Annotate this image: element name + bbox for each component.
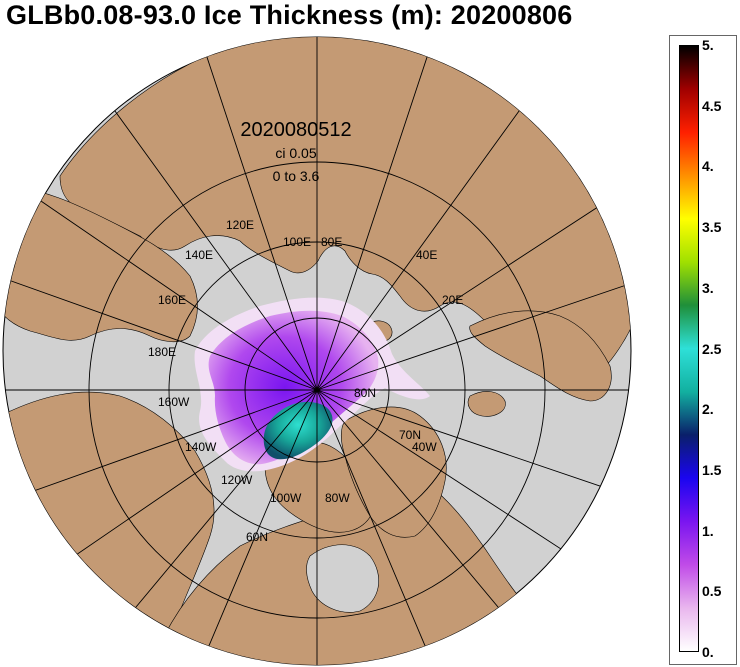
lon-label-160e: 160E — [158, 293, 186, 307]
lat-label-60n: 60N — [246, 530, 268, 544]
lon-label-120e: 120E — [226, 218, 254, 232]
colorbar-tick-label: 2.5 — [702, 340, 722, 357]
lon-label-120w: 120W — [221, 473, 253, 487]
polar-map: 2020080512 ci 0.05 0 to 3.6 120E 140E 10… — [0, 36, 650, 667]
colorbar-tick-label: 0. — [702, 644, 714, 660]
land-scandinavia — [469, 310, 612, 402]
lat-label-80n: 80N — [354, 386, 376, 400]
page-title: GLBb0.08-93.0 Ice Thickness (m): 2020080… — [6, 0, 573, 30]
lon-label-20e: 20E — [442, 293, 463, 307]
value-range: 0 to 3.6 — [273, 168, 320, 184]
colorbar-frame — [669, 35, 737, 665]
lon-label-80e: 80E — [321, 235, 342, 249]
colorbar — [679, 45, 699, 652]
lon-label-140e: 140E — [185, 248, 213, 262]
colorbar-tick-label: 3.5 — [702, 219, 722, 236]
colorbar-tick-label: 4. — [702, 158, 714, 175]
thick-ice-core — [263, 401, 333, 460]
lon-label-40e: 40E — [416, 248, 437, 262]
lon-label-180e: 180E — [148, 345, 176, 359]
colorbar-tick-label: 2. — [702, 401, 714, 418]
longitude-grid — [3, 37, 631, 665]
land-iceland — [467, 391, 506, 417]
hudson-bay — [306, 544, 379, 613]
sea-ice-pack — [208, 310, 379, 465]
colorbar-tick-label: 5. — [702, 37, 714, 53]
lon-label-100e: 100E — [283, 235, 311, 249]
colorbar-tick-label: 1. — [702, 522, 714, 539]
lon-label-80w: 80W — [325, 491, 350, 505]
lat-label-70n: 70N — [399, 428, 421, 442]
lon-label-40w: 40W — [412, 440, 437, 454]
map-datetime: 2020080512 — [240, 119, 351, 141]
lon-label-100w: 100W — [270, 491, 302, 505]
lon-label-140w: 140W — [185, 440, 217, 454]
lon-label-160w: 160W — [158, 395, 190, 409]
land-chukotka — [3, 185, 198, 343]
colorbar-tick-label: 1.5 — [702, 461, 722, 478]
contour-interval: ci 0.05 — [275, 145, 316, 161]
polar-map-svg: 2020080512 ci 0.05 0 to 3.6 120E 140E 10… — [2, 36, 632, 666]
sea-ice-layer — [194, 297, 430, 472]
colorbar-tick-label: 3. — [702, 279, 714, 296]
colorbar-tick-label: 4.5 — [702, 97, 722, 114]
colorbar-tick-label: 0.5 — [702, 583, 722, 600]
